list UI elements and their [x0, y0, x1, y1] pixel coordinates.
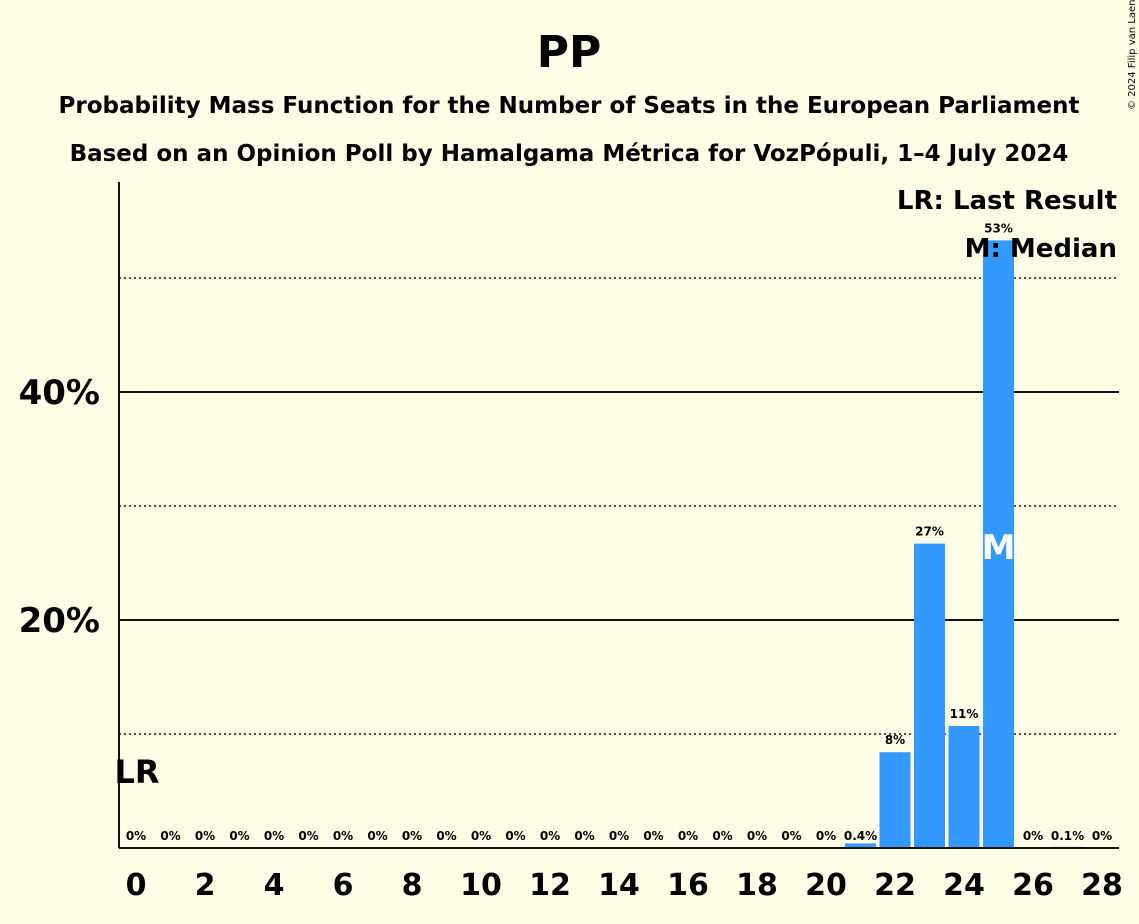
x-tick-label: 28: [1081, 868, 1123, 903]
bar-value-label: 0%: [712, 829, 732, 843]
x-tick-label: 10: [460, 868, 502, 903]
last-result-marker: LR: [114, 753, 159, 791]
bar-value-label: 0.4%: [844, 829, 877, 843]
bar-value-label: 0%: [747, 829, 767, 843]
x-axis-ticks: 0 2 4 6 8 10 12 14 16 18 20 22 24 26 28: [126, 868, 1123, 903]
bar-seat-25: [983, 240, 1014, 848]
bar-value-labels: 0% 0% 0% 0% 0% 0% 0% 0% 0% 0% 0% 0% 0% 0% 0% 0% 0% 0% 0% 0%…: [126, 221, 1112, 843]
bar-value-label: 11%: [950, 707, 979, 721]
bar-value-label: 0%: [298, 829, 318, 843]
bar-value-label: 8%: [885, 733, 905, 747]
chart-subtitle: Probability Mass Function for the Number…: [59, 93, 1080, 119]
bar-value-label: 0%: [436, 829, 456, 843]
bar-value-label: 0%: [402, 829, 422, 843]
bar-value-label: 0%: [264, 829, 284, 843]
bar-value-label: 0%: [367, 829, 387, 843]
legend-median: M: Median: [965, 234, 1117, 264]
x-tick-label: 20: [805, 868, 847, 903]
x-tick-label: 6: [333, 868, 354, 903]
bar-value-label: 0%: [505, 829, 525, 843]
copyright-notice: © 2024 Filip van Laenen: [1127, 0, 1138, 110]
bar-value-label: 0%: [333, 829, 353, 843]
x-tick-label: 18: [736, 868, 778, 903]
bar-seat-21: [845, 843, 876, 848]
bar-value-label: 0%: [471, 829, 491, 843]
bar-value-label: 0%: [816, 829, 836, 843]
y-axis-ticks: 20% 40%: [19, 373, 100, 641]
x-tick-label: 0: [126, 868, 147, 903]
bar-value-label: 0.1%: [1051, 829, 1084, 843]
bar-value-label: 27%: [915, 525, 944, 539]
x-tick-label: 26: [1012, 868, 1054, 903]
x-tick-label: 2: [195, 868, 216, 903]
bar-seat-23: [914, 543, 945, 848]
bar-value-label: 0%: [643, 829, 663, 843]
x-tick-label: 12: [529, 868, 571, 903]
y-tick-label: 20%: [19, 601, 100, 641]
legend-last-result: LR: Last Result: [897, 186, 1117, 216]
bar-value-label: 53%: [984, 221, 1013, 235]
x-tick-label: 8: [402, 868, 423, 903]
bar-value-label: 0%: [229, 829, 249, 843]
median-marker: M: [982, 528, 1016, 568]
bar-value-label: 0%: [781, 829, 801, 843]
x-tick-label: 24: [943, 868, 985, 903]
bar-value-label: 0%: [574, 829, 594, 843]
x-tick-label: 4: [264, 868, 285, 903]
bar-value-label: 0%: [678, 829, 698, 843]
gridlines: [119, 277, 1119, 735]
bar-seat-24: [948, 726, 980, 848]
bar-value-label: 0%: [540, 829, 560, 843]
x-tick-label: 22: [874, 868, 916, 903]
chart-title: PP: [537, 27, 602, 78]
bar-value-label: 0%: [160, 829, 180, 843]
bars: [845, 240, 1083, 848]
x-tick-label: 14: [598, 868, 640, 903]
bar-value-label: 0%: [1023, 829, 1043, 843]
chart-subtitle-source: Based on an Opinion Poll by Hamalgama Mé…: [70, 141, 1069, 167]
x-tick-label: 16: [667, 868, 709, 903]
bar-seat-22: [879, 752, 911, 848]
bar-value-label: 0%: [1092, 829, 1112, 843]
bar-value-label: 0%: [126, 829, 146, 843]
bar-value-label: 0%: [195, 829, 215, 843]
y-tick-label: 40%: [19, 373, 100, 413]
bar-value-label: 0%: [609, 829, 629, 843]
